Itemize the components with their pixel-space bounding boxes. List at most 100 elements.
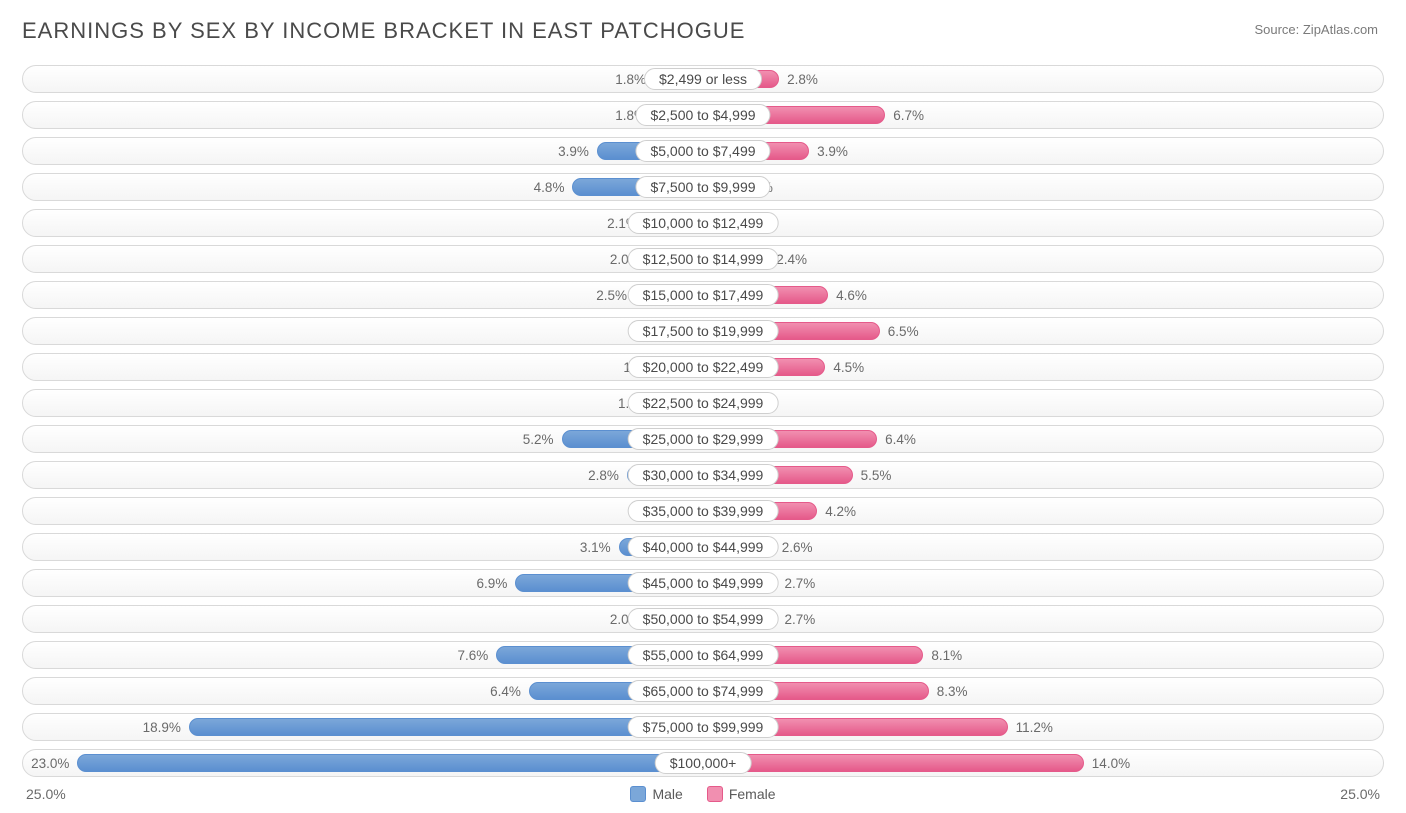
female-pct-label: 5.5% — [861, 468, 892, 483]
male-half: 6.9% — [23, 570, 703, 596]
male-pct-label: 23.0% — [31, 756, 69, 771]
female-pct-label: 4.5% — [833, 360, 864, 375]
diverging-bar-chart: 1.8% 2.8% $2,499 or less 1.8%6.7%$2,500 to … — [22, 62, 1384, 780]
male-pct-label: 6.9% — [477, 576, 508, 591]
female-half: 2.7% — [703, 606, 1383, 632]
chart-row: 2.5% 4.6% $15,000 to $17,499 — [22, 278, 1384, 312]
male-half: 6.4% — [23, 678, 703, 704]
axis-max-right: 25.0% — [1340, 786, 1380, 802]
male-pct-label: 4.8% — [534, 180, 565, 195]
female-half: 4.2% — [703, 498, 1383, 524]
bracket-label: $40,000 to $44,999 — [628, 536, 779, 558]
row-track: 2.8% 5.5% $30,000 to $34,999 — [22, 461, 1384, 489]
male-half: 1.5% — [23, 354, 703, 380]
female-bar — [703, 754, 1084, 772]
legend: Male Female — [630, 786, 775, 802]
female-half: 4.6% — [703, 282, 1383, 308]
male-pct-label: 3.9% — [558, 144, 589, 159]
bracket-label: $2,499 or less — [644, 68, 762, 90]
female-half: 6.5% — [703, 318, 1383, 344]
female-pct-label: 4.6% — [836, 288, 867, 303]
male-half: 23.0% — [23, 750, 703, 776]
male-pct-label: 2.8% — [588, 468, 619, 483]
bracket-label: $15,000 to $17,499 — [628, 284, 779, 306]
female-pct-label: 6.4% — [885, 432, 916, 447]
chart-row: 6.9%2.7%$45,000 to $49,999 — [22, 566, 1384, 600]
row-track: 4.8%0.87%$7,500 to $9,999 — [22, 173, 1384, 201]
female-half: 2.6% — [703, 534, 1383, 560]
bracket-label: $10,000 to $12,499 — [628, 212, 779, 234]
legend-label-female: Female — [729, 786, 776, 802]
female-half: 2.8% — [703, 66, 1383, 92]
male-pct-label: 5.2% — [523, 432, 554, 447]
female-half: 5.5% — [703, 462, 1383, 488]
female-pct-label: 8.3% — [937, 684, 968, 699]
male-pct-label: 2.5% — [596, 288, 627, 303]
bracket-label: $22,500 to $24,999 — [628, 392, 779, 414]
female-half: 4.5% — [703, 354, 1383, 380]
row-track: 3.1%2.6%$40,000 to $44,999 — [22, 533, 1384, 561]
source-attribution: Source: ZipAtlas.com — [1254, 22, 1378, 37]
female-half: 3.9% — [703, 138, 1383, 164]
male-half: 5.2% — [23, 426, 703, 452]
row-track: 2.0%2.7%$50,000 to $54,999 — [22, 605, 1384, 633]
male-bar — [189, 718, 703, 736]
male-half: 2.0% — [23, 246, 703, 272]
chart-row: 1.8%6.7%$2,500 to $4,999 — [22, 98, 1384, 132]
male-half: 1.7% — [23, 390, 703, 416]
legend-item-male: Male — [630, 786, 682, 802]
chart-row: 2.1%1.3%$10,000 to $12,499 — [22, 206, 1384, 240]
bracket-label: $30,000 to $34,999 — [628, 464, 779, 486]
female-half: 2.7% — [703, 570, 1383, 596]
axis-max-left: 25.0% — [26, 786, 66, 802]
female-pct-label: 2.8% — [787, 72, 818, 87]
bracket-label: $5,000 to $7,499 — [635, 140, 770, 162]
chart-row: 3.9% 3.9% $5,000 to $7,499 — [22, 134, 1384, 168]
bracket-label: $75,000 to $99,999 — [628, 716, 779, 738]
bracket-label: $100,000+ — [655, 752, 752, 774]
row-track: 18.9% 11.2%$75,000 to $99,999 — [22, 713, 1384, 741]
row-track: 2.0%2.4%$12,500 to $14,999 — [22, 245, 1384, 273]
chart-row: 2.0%2.4%$12,500 to $14,999 — [22, 242, 1384, 276]
bracket-label: $25,000 to $29,999 — [628, 428, 779, 450]
bracket-label: $2,500 to $4,999 — [635, 104, 770, 126]
male-pct-label: 18.9% — [143, 720, 181, 735]
row-track: 1.0%6.5%$17,500 to $19,999 — [22, 317, 1384, 345]
row-track: 6.4% 8.3% $65,000 to $74,999 — [22, 677, 1384, 705]
female-half: 1.3% — [703, 210, 1383, 236]
female-pct-label: 14.0% — [1092, 756, 1130, 771]
female-pct-label: 8.1% — [931, 648, 962, 663]
male-pct-label: 1.8% — [615, 72, 646, 87]
male-pct-label: 7.6% — [458, 648, 489, 663]
female-half: 2.4% — [703, 246, 1383, 272]
male-pct-label: 6.4% — [490, 684, 521, 699]
male-half: 3.1% — [23, 534, 703, 560]
bracket-label: $50,000 to $54,999 — [628, 608, 779, 630]
row-track: 6.9%2.7%$45,000 to $49,999 — [22, 569, 1384, 597]
row-track: 0.86%4.2%$35,000 to $39,999 — [22, 497, 1384, 525]
male-half: 3.9% — [23, 138, 703, 164]
chart-row: 23.0% 14.0% $100,000+ — [22, 746, 1384, 780]
bracket-label: $65,000 to $74,999 — [628, 680, 779, 702]
female-half: 6.4% — [703, 426, 1383, 452]
row-track: 1.8%6.7%$2,500 to $4,999 — [22, 101, 1384, 129]
female-half: 14.0% — [703, 750, 1383, 776]
row-track: 3.9% 3.9% $5,000 to $7,499 — [22, 137, 1384, 165]
bracket-label: $17,500 to $19,999 — [628, 320, 779, 342]
chart-row: 3.1%2.6%$40,000 to $44,999 — [22, 530, 1384, 564]
chart-row: 4.8%0.87%$7,500 to $9,999 — [22, 170, 1384, 204]
row-track: 1.7%0.82%$22,500 to $24,999 — [22, 389, 1384, 417]
chart-row: 5.2% 6.4% $25,000 to $29,999 — [22, 422, 1384, 456]
female-half: 11.2% — [703, 714, 1383, 740]
female-swatch-icon — [707, 786, 723, 802]
male-half: 4.8% — [23, 174, 703, 200]
chart-row: 2.0%2.7%$50,000 to $54,999 — [22, 602, 1384, 636]
female-half: 0.87% — [703, 174, 1383, 200]
legend-label-male: Male — [652, 786, 682, 802]
female-pct-label: 3.9% — [817, 144, 848, 159]
row-track: 2.1%1.3%$10,000 to $12,499 — [22, 209, 1384, 237]
female-half: 6.7% — [703, 102, 1383, 128]
male-half: 0.86% — [23, 498, 703, 524]
male-half: 7.6% — [23, 642, 703, 668]
male-bar — [77, 754, 703, 772]
